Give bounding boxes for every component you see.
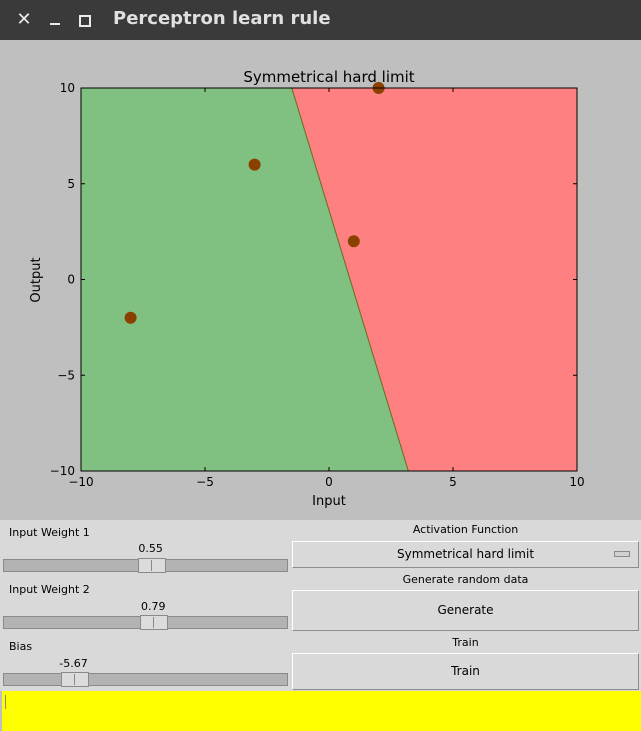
weight1-slider-handle[interactable] <box>137 558 166 573</box>
weight1-label: Input Weight 1 <box>9 526 90 539</box>
controls-panel: Input Weight 1 0.55 Input Weight 2 0.79 … <box>0 520 641 691</box>
activation-selected: Symmetrical hard limit <box>396 547 535 561</box>
bias-value: -5.67 <box>59 657 88 670</box>
y-tick-label: −5 <box>57 368 75 382</box>
weight1-value: 0.55 <box>138 542 163 555</box>
text-caret <box>5 695 6 709</box>
weight1-slider[interactable] <box>3 558 288 573</box>
region-right <box>291 88 577 471</box>
data-point-2 <box>248 158 261 171</box>
y-tick-label: −10 <box>50 464 75 478</box>
data-point-3 <box>347 235 360 248</box>
minimize-icon[interactable] <box>45 9 65 31</box>
data-point-1 <box>124 311 137 324</box>
y-tick-label: 10 <box>60 81 75 95</box>
weight2-value: 0.79 <box>140 600 166 613</box>
status-bar[interactable] <box>2 691 641 731</box>
x-tick-label: 10 <box>569 475 584 489</box>
activation-label: Activation Function <box>412 523 519 536</box>
window-title: Perceptron learn rule <box>113 8 331 29</box>
x-tick-label: −10 <box>68 475 93 489</box>
generate-button[interactable]: Generate <box>292 590 639 631</box>
y-tick-label: 5 <box>67 177 75 191</box>
plot-area: Symmetrical hard limit −10 −5 0 5 10 −10 −5 0 5 1… <box>0 40 641 520</box>
region-left <box>81 88 409 471</box>
x-tick-label: −5 <box>196 475 214 489</box>
weight2-label: Input Weight 2 <box>9 583 90 596</box>
generate-label: Generate random data <box>402 573 529 586</box>
activation-dropdown[interactable]: Symmetrical hard limit <box>292 541 639 568</box>
maximize-icon[interactable] <box>75 9 95 31</box>
chart-svg: Symmetrical hard limit −10 −5 0 5 10 −10 −5 0 5 1… <box>29 68 585 509</box>
weight2-slider[interactable] <box>3 615 288 630</box>
x-axis-label: Input <box>312 494 346 509</box>
x-tick-label: 5 <box>449 475 457 489</box>
title-bar: ✕ Perceptron learn rule <box>0 0 641 40</box>
close-icon[interactable]: ✕ <box>16 9 32 30</box>
weight2-slider-handle[interactable] <box>140 615 169 630</box>
chart-title: Symmetrical hard limit <box>243 68 414 86</box>
y-tick-label: 0 <box>67 273 75 287</box>
train-label: Train <box>452 636 479 649</box>
x-tick-label: 0 <box>325 475 333 489</box>
bias-slider[interactable] <box>3 672 288 687</box>
bias-label: Bias <box>9 640 33 653</box>
train-button[interactable]: Train <box>292 653 639 690</box>
bias-slider-handle[interactable] <box>60 672 89 687</box>
decision-boundary <box>291 87 409 472</box>
y-axis-label: Output <box>29 257 44 302</box>
dropdown-indicator-icon <box>614 551 630 557</box>
